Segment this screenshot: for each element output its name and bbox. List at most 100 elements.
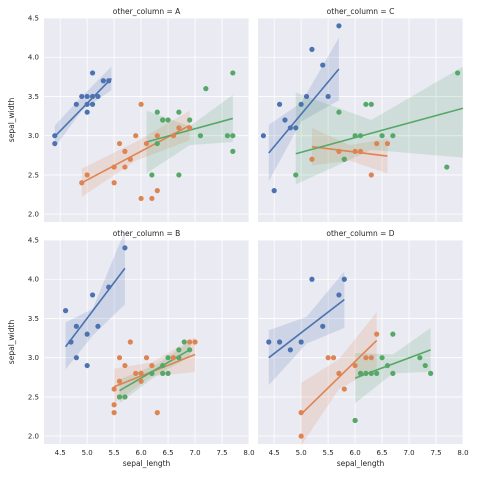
data-point xyxy=(89,93,96,100)
data-point xyxy=(116,140,123,147)
x-axis-label: sepal_length xyxy=(337,459,385,468)
data-point xyxy=(336,292,342,298)
data-point xyxy=(224,133,231,139)
data-point xyxy=(154,109,160,115)
data-point xyxy=(352,362,358,369)
data-point xyxy=(444,164,450,170)
data-point xyxy=(79,180,85,186)
data-point xyxy=(122,245,128,251)
data-point xyxy=(298,101,304,107)
confidence-band xyxy=(146,94,233,174)
data-point xyxy=(379,355,385,361)
data-point xyxy=(84,93,90,100)
confidence-band xyxy=(65,230,125,370)
data-point xyxy=(154,410,160,416)
data-point xyxy=(422,362,428,369)
data-point xyxy=(287,347,293,353)
x-tick-label: 7.5 xyxy=(430,449,441,457)
facet-panel-4: other_column = D 4.5 5.0 5.5 6.0 6.5 7.0 7.5 8.0… xyxy=(258,229,469,468)
data-point xyxy=(260,133,266,139)
data-point xyxy=(95,323,101,329)
y-tick-label: 2.5 xyxy=(28,393,39,401)
data-point xyxy=(73,355,79,361)
y-tick-label: 2.0 xyxy=(28,433,39,441)
data-point xyxy=(271,188,277,194)
x-tick-label: 8.0 xyxy=(457,449,468,457)
data-point xyxy=(143,140,150,147)
x-tick-label: 6.0 xyxy=(136,449,147,457)
data-point xyxy=(138,101,144,107)
data-point xyxy=(336,370,342,376)
data-point xyxy=(187,347,193,353)
x-tick-label: 7.5 xyxy=(216,449,227,457)
panel-title: other_column = B xyxy=(113,229,181,238)
data-point xyxy=(374,140,380,147)
data-point xyxy=(390,133,396,139)
panel-background xyxy=(44,18,249,222)
data-point xyxy=(133,133,139,139)
y-tick-label: 2.5 xyxy=(28,171,39,179)
data-point xyxy=(390,370,396,376)
y-tick-label: 4.0 xyxy=(28,276,39,284)
data-point xyxy=(160,117,166,123)
y-tick-label: 3.5 xyxy=(28,315,39,323)
data-point xyxy=(363,355,369,361)
data-point xyxy=(336,148,342,154)
x-tick-label: 7.0 xyxy=(403,449,414,457)
data-point xyxy=(357,370,364,376)
data-point xyxy=(379,133,385,139)
x-tick-label: 7.0 xyxy=(189,449,200,457)
data-point xyxy=(95,93,101,100)
data-point xyxy=(203,86,209,92)
data-point xyxy=(138,370,144,376)
data-point xyxy=(149,370,155,376)
y-axis-label: sepal_width xyxy=(7,98,16,143)
data-point xyxy=(384,362,391,369)
data-point xyxy=(122,394,128,400)
data-point xyxy=(138,195,144,202)
facet-panel-3: other_column = B 4.5 5.0 5.5 6.0 6.5 7.0 7.5 8.0… xyxy=(7,229,255,468)
confidence-band xyxy=(301,312,377,446)
y-tick-label: 2.0 xyxy=(28,211,39,219)
data-point xyxy=(89,70,96,76)
y-axis-label: sepal_width xyxy=(7,320,16,365)
confidence-band xyxy=(355,327,431,404)
data-point xyxy=(111,180,117,186)
data-point xyxy=(341,156,347,162)
data-point xyxy=(52,140,58,147)
panel-background xyxy=(258,240,463,444)
data-point xyxy=(100,78,106,84)
data-point xyxy=(336,23,342,29)
data-point xyxy=(298,410,304,416)
confidence-band xyxy=(268,37,339,182)
x-tick-label: 8.0 xyxy=(243,449,254,457)
x-tick-label: 5.5 xyxy=(323,449,334,457)
data-point xyxy=(303,93,310,100)
data-point xyxy=(116,378,123,384)
data-point xyxy=(149,362,155,369)
data-point xyxy=(165,370,171,376)
panel-title: other_column = D xyxy=(326,229,394,238)
data-point xyxy=(176,125,182,131)
panel-title: other_column = C xyxy=(327,7,395,16)
data-point xyxy=(357,148,364,154)
data-point xyxy=(154,188,160,194)
data-point xyxy=(197,133,204,139)
data-point xyxy=(176,109,182,115)
data-point xyxy=(368,172,374,178)
data-point xyxy=(127,156,133,162)
data-point xyxy=(106,78,112,84)
x-tick-label: 6.0 xyxy=(350,449,361,457)
data-point xyxy=(89,292,96,298)
data-point xyxy=(282,117,288,123)
data-point xyxy=(455,70,461,76)
data-point xyxy=(298,433,304,439)
data-point xyxy=(368,370,374,376)
data-point xyxy=(106,284,112,290)
data-point xyxy=(230,70,236,76)
regression-line xyxy=(268,68,340,154)
facet-panel-1: other_column = A 2.0 2.5 3.0 3.5 4.0 4.5 sepal_… xyxy=(7,7,250,222)
regression-line xyxy=(268,298,345,359)
data-point xyxy=(298,339,304,345)
facet-panel-2: other_column = C xyxy=(258,7,464,222)
